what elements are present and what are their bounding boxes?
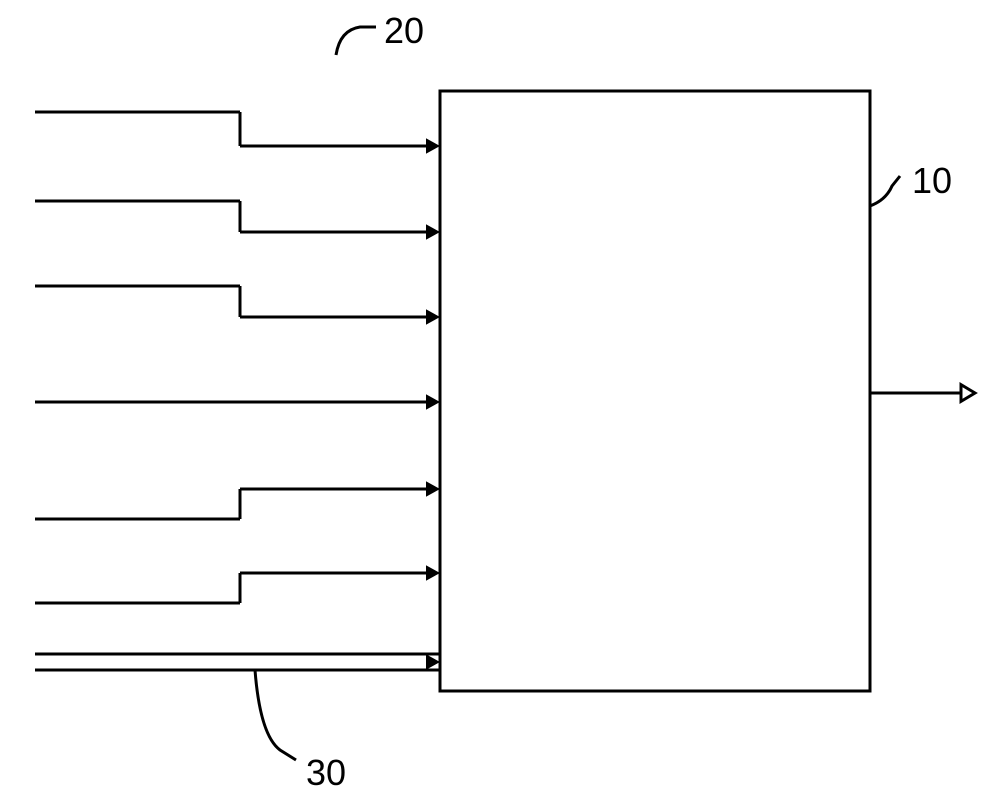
label-10: 10 <box>912 160 952 202</box>
block-diagram: 20 10 30 <box>0 0 1000 802</box>
label-30: 30 <box>306 752 346 794</box>
label-20: 20 <box>384 10 424 52</box>
diagram-svg <box>0 0 1000 802</box>
